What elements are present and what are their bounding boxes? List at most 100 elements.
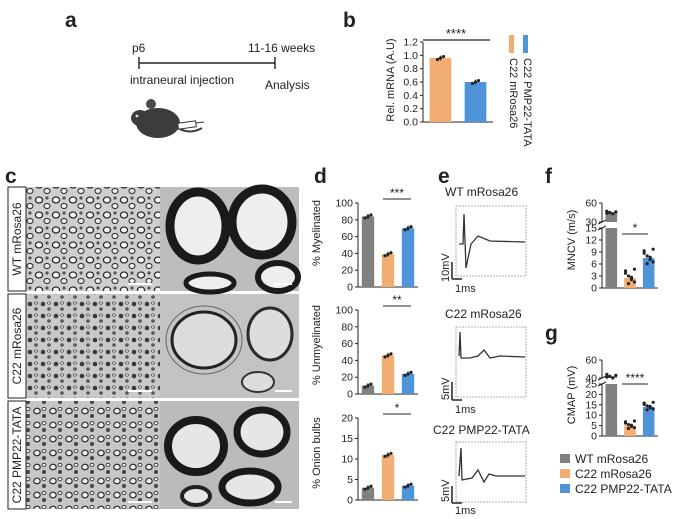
data-point (629, 275, 634, 279)
trace-scale-x-tata: 1ms (455, 505, 476, 517)
row-label-c22: C22 mRosa26 (10, 307, 24, 384)
data-point (626, 422, 631, 427)
trace-scale-y-wt: 10mV (440, 253, 452, 282)
panel-letter-g: g (545, 322, 558, 345)
data-point (363, 385, 367, 389)
trace-scale-x-wt: 1ms (455, 283, 476, 295)
data-point (608, 210, 612, 215)
b-ylabel: Rel. mRNA (A.U) (385, 38, 397, 121)
step-injection: intraneural injection (130, 73, 234, 87)
data-point (626, 426, 631, 431)
y-tick-label: 25 (585, 379, 597, 391)
bar (642, 406, 655, 436)
y-tick-label: 12 (585, 235, 597, 247)
bar (429, 58, 452, 122)
bar (401, 373, 415, 394)
panel-letter-a: a (65, 9, 77, 32)
data-point (366, 384, 370, 388)
y-tick-label: 60 (341, 231, 353, 243)
data-point (369, 213, 373, 217)
data-point (632, 280, 637, 284)
y-tick-label: 20 (341, 413, 353, 425)
f-ylabel: MNCV (m/s) (566, 210, 578, 271)
d2-ylabel: % Unmyelinated (311, 305, 323, 385)
y-tick-label: 15 (341, 433, 353, 445)
data-point (406, 484, 410, 488)
data-point (648, 404, 652, 409)
injection-text: intraneural injection (130, 73, 234, 87)
data-point (386, 453, 390, 457)
data-point (363, 216, 367, 220)
data-point (403, 485, 407, 489)
micrograph-tata-low (26, 401, 160, 509)
y-tick-label: 60 (585, 198, 597, 210)
trace-box (455, 441, 527, 503)
bar (381, 254, 395, 287)
legend-swatch (560, 484, 570, 493)
d3-significance: * (395, 401, 400, 415)
legend: WT mRosa26 C22 mRosa26 C22 PMP22-TATA (560, 452, 672, 496)
trace-title-wt: WT mRosa26 (445, 185, 518, 199)
data-point (386, 353, 390, 357)
b-legend-swatch-c22 (509, 35, 514, 53)
y-tick-label: 40 (585, 373, 597, 385)
data-point (409, 482, 413, 486)
data-point (441, 54, 446, 59)
d3-ylabel: % Onion bulbs (311, 417, 323, 489)
y-tick-label: 60 (341, 338, 353, 350)
y-tick-label: 0 (347, 389, 353, 401)
panel-e-traces: WT mRosa26 10mV 1ms C22 mRosa26 5mV 1ms … (433, 185, 530, 517)
panel-letter-e: e (438, 165, 450, 188)
row-label-box (7, 186, 27, 292)
data-point (438, 56, 443, 60)
y-tick-label: 20 (341, 372, 353, 384)
data-point (389, 352, 393, 356)
data-point (642, 401, 646, 405)
data-point (626, 282, 631, 286)
row-label-box (7, 293, 27, 399)
data-point (605, 211, 609, 215)
legend-label: C22 PMP22-TATA (575, 482, 672, 496)
b-legend-c22: C22 mRosa26 (507, 58, 519, 128)
data-point (651, 407, 655, 411)
data-point (645, 254, 649, 258)
y-tick-label: 100 (335, 198, 353, 210)
timeline-end: 11-16 weeks (248, 41, 315, 55)
panel-letter-d: d (314, 165, 327, 188)
y-tick-label: 15 (585, 223, 597, 235)
trace-title-tata: C22 PMP22-TATA (433, 423, 530, 437)
y-tick-label: 0.8 (403, 63, 418, 75)
data-point (629, 278, 634, 282)
panel-letter-c: c (5, 165, 17, 188)
bar (401, 485, 415, 500)
y-tick-label: 6 (591, 259, 597, 271)
panel-letter-f: f (545, 165, 553, 188)
y-tick-label: 80 (341, 321, 353, 333)
data-point (435, 57, 440, 62)
timeline: p6 11-16 weeks intraneural injection Ana… (130, 41, 315, 92)
panel-b-chart: Rel. mRNA (A.U) 0.0 0.20.40.6 0.81.01.2 **… (385, 26, 533, 147)
y-tick-label: 30 (585, 217, 597, 229)
data-point (623, 269, 628, 273)
data-point (651, 400, 655, 404)
b-legend-swatch-tata (523, 35, 528, 53)
d1-ylabel: % Myelinated (311, 200, 323, 266)
y-tick-label: 0 (591, 431, 597, 443)
bar (624, 425, 636, 436)
data-point (369, 382, 373, 386)
panel-letter-b: b (343, 9, 356, 32)
c22-fibers (165, 305, 294, 393)
data-point (403, 373, 407, 377)
y-tick-label: 40 (341, 248, 353, 260)
tata-fibers (164, 406, 291, 507)
trace-wt (459, 213, 526, 269)
data-point (642, 249, 646, 253)
y-tick-label: 100 (335, 305, 353, 317)
bar (381, 355, 395, 394)
y-tick-label: 1.2 (403, 37, 418, 49)
panel-c-micrographs: WT mRosa26 C22 mRosa26 C22 PMP22-TATA (7, 184, 301, 510)
data-point (386, 252, 390, 256)
data-point (366, 214, 370, 219)
trace-tata (458, 447, 525, 484)
